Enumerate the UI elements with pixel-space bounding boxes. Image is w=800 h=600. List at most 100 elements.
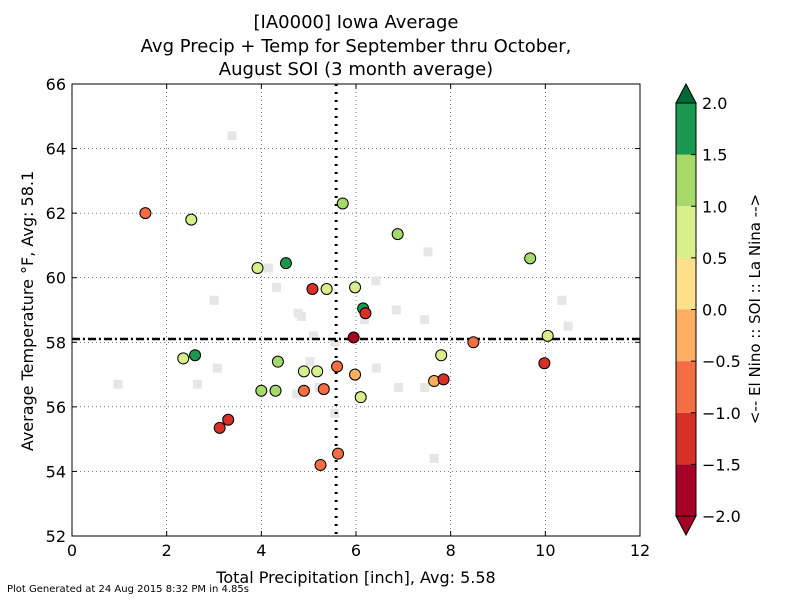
soi-point [314, 458, 327, 471]
colorbar-tick-label: −1.5 [702, 455, 741, 474]
soi-point [213, 421, 226, 434]
y-tick-label: 58 [46, 333, 66, 352]
colorbar-segment [676, 464, 696, 516]
soi-point [271, 355, 284, 368]
colorbar-extend-max [675, 82, 697, 104]
chart-title-line-1: [IA0000] Iowa Average [253, 12, 459, 33]
historical-point [420, 382, 430, 392]
soi-point [185, 213, 198, 226]
colorbar-segment [676, 206, 696, 258]
historical-points [113, 131, 573, 464]
x-tick-label: 10 [535, 541, 555, 560]
soi-point [297, 384, 310, 397]
colorbar-segment [676, 103, 696, 155]
soi-point [332, 447, 345, 460]
soi-point [437, 373, 450, 386]
y-tick-label: 56 [46, 398, 66, 417]
colorbar-tick-label: −2.0 [702, 507, 741, 526]
historical-point [429, 454, 439, 464]
colorbar: 2.0 1.5 1.0 0.5 0.0 −0.5 −1.0 −1.5 −2.0 [675, 82, 741, 537]
historical-point [394, 382, 404, 392]
grid-lines [71, 83, 641, 537]
historical-point [263, 263, 273, 273]
soi-point [255, 384, 268, 397]
colorbar-tick-label: 0.0 [702, 301, 727, 320]
soi-point [349, 281, 362, 294]
soi-point [331, 360, 344, 373]
chart-title-line-2: Avg Precip + Temp for September thru Oct… [140, 36, 572, 57]
soi-point [317, 383, 330, 396]
historical-point [113, 379, 123, 389]
colorbar-segment [676, 412, 696, 465]
soi-point [279, 257, 292, 270]
soi-point [538, 357, 551, 370]
x-tick-label: 8 [446, 541, 456, 560]
colorbar-tick-label: −0.5 [702, 352, 741, 371]
x-axis-label: Total Precipitation [inch], Avg: 5.58 [215, 568, 495, 587]
soi-point [306, 283, 319, 296]
x-tick-label: 0 [67, 541, 77, 560]
axis-ticks: 0 2 4 6 8 10 12 52 54 56 58 60 62 64 66 [46, 75, 651, 560]
soi-point [435, 349, 448, 362]
x-tick-label: 4 [256, 541, 266, 560]
historical-point [292, 389, 302, 399]
soi-point [347, 331, 360, 344]
historical-point [212, 363, 222, 373]
historical-point [391, 305, 401, 315]
soi-point [139, 207, 152, 220]
soi-point [189, 349, 202, 362]
historical-point [371, 276, 381, 286]
soi-point [524, 252, 537, 265]
soi-point [336, 197, 349, 210]
y-tick-label: 64 [46, 140, 66, 159]
soi-point [177, 352, 190, 365]
colorbar-tick-label: 0.5 [702, 249, 727, 268]
y-tick-label: 52 [46, 527, 66, 546]
historical-point [563, 321, 573, 331]
soi-point [311, 365, 324, 378]
colorbar-segment [676, 257, 696, 310]
historical-point [420, 315, 430, 325]
colorbar-tick-label: 2.0 [702, 94, 727, 113]
soi-point [354, 391, 367, 404]
historical-point [209, 295, 219, 305]
soi-point [391, 228, 404, 241]
y-tick-label: 60 [46, 269, 66, 288]
y-tick-label: 62 [46, 204, 66, 223]
soi-point [541, 329, 554, 342]
colorbar-label: <-- El Nino :: SOI :: La Nina --> [746, 194, 764, 424]
colorbar-segment [676, 361, 696, 413]
soi-point [349, 368, 362, 381]
x-tick-label: 6 [351, 541, 361, 560]
colorbar-tick-label: 1.0 [702, 197, 727, 216]
historical-point [227, 131, 237, 141]
x-tick-label: 12 [630, 541, 650, 560]
colorbar-segment [676, 154, 696, 207]
soi-point [269, 384, 282, 397]
soi-point [251, 262, 264, 275]
soi-point [467, 336, 480, 349]
colorbar-tick-label: −1.0 [702, 404, 741, 423]
soi-point [222, 413, 235, 426]
soi-points [139, 197, 554, 471]
x-tick-label: 2 [162, 541, 172, 560]
soi-point [320, 283, 333, 296]
historical-point [557, 295, 567, 305]
soi-point [359, 307, 372, 320]
historical-point [330, 337, 340, 347]
historical-point [371, 363, 381, 373]
y-tick-label: 66 [46, 75, 66, 94]
historical-point [360, 315, 370, 325]
historical-point [271, 282, 281, 292]
historical-point [305, 357, 315, 367]
historical-point [423, 247, 433, 257]
historical-point [297, 311, 307, 321]
y-tick-label: 54 [46, 462, 66, 481]
y-axis-label: Average Temperature °F, Avg: 58.1 [18, 171, 37, 451]
historical-point [308, 331, 318, 341]
generated-footer: Plot Generated at 24 Aug 2015 8:32 PM in… [7, 584, 249, 595]
colorbar-tick-label: 1.5 [702, 146, 727, 165]
colorbar-segment [676, 309, 696, 362]
colorbar-extend-min [675, 515, 697, 537]
